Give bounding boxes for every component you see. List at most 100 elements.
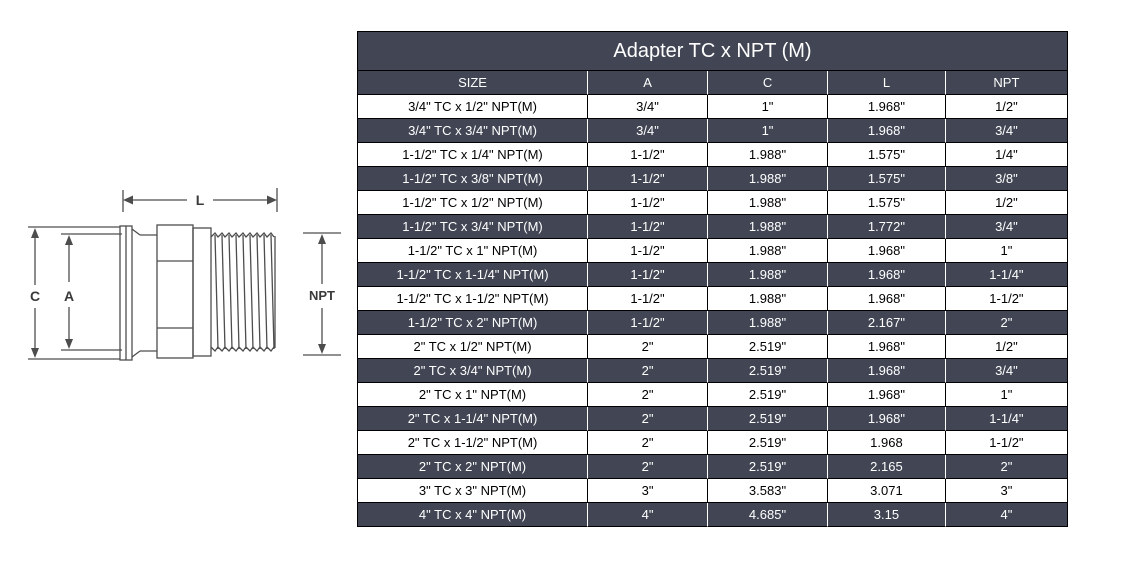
table-cell: 1.968" — [828, 239, 946, 263]
table-cell: 3.071 — [828, 479, 946, 503]
table-row: 1-1/2" TC x 2" NPT(M) 1-1/2" 1.988" 2.167" 2… — [358, 311, 1068, 335]
table-cell: 1-1/2" — [588, 263, 709, 287]
table-cell: 1-1/4" — [945, 407, 1068, 431]
table-cell: 2" — [588, 431, 709, 455]
table-cell: 1.988" — [708, 215, 828, 239]
dimension-L: L — [122, 188, 278, 212]
table-cell: 2" — [945, 455, 1068, 479]
table-cell: 3.15 — [828, 503, 946, 527]
table-cell: 2" — [588, 335, 709, 359]
dimension-NPT: NPT — [303, 232, 341, 356]
table-cell: 1-1/2" — [588, 215, 709, 239]
table-cell: 2" — [588, 407, 709, 431]
table-cell: 1.968" — [828, 407, 946, 431]
table-row: 2" TC x 1-1/2" NPT(M) 2" 2.519" 1.968 1-1/2" — [358, 431, 1068, 455]
table-cell: 3/4" TC x 3/4" NPT(M) — [358, 119, 589, 143]
dim-label-inner-dia: A — [64, 288, 74, 304]
table-cell: 2" TC x 2" NPT(M) — [358, 455, 589, 479]
table-cell: 1-1/2" — [588, 311, 709, 335]
table-cell: 2.167" — [828, 311, 946, 335]
dim-label-length: L — [196, 192, 205, 208]
table-cell: 2" TC x 1-1/2" NPT(M) — [358, 431, 589, 455]
fitting-outline — [119, 224, 212, 361]
table-cell: 1-1/2" TC x 1" NPT(M) — [358, 239, 589, 263]
table-cell: 2.519" — [708, 407, 828, 431]
table-cell: 1-1/2" TC x 3/8" NPT(M) — [358, 167, 589, 191]
table-cell: 1.988" — [708, 143, 828, 167]
table-cell: 3/4" — [945, 359, 1068, 383]
table-cell: 1.575" — [828, 143, 946, 167]
table-cell: 1.968" — [828, 287, 946, 311]
table-cell: 1.988" — [708, 311, 828, 335]
thread-section — [210, 232, 276, 352]
table-cell: 3/4" TC x 1/2" NPT(M) — [358, 95, 589, 119]
table-cell: 1.968" — [828, 95, 946, 119]
table-cell: 1-1/2" TC x 1-1/4" NPT(M) — [358, 263, 589, 287]
column-header: L — [828, 71, 946, 95]
table-cell: 3/4" — [945, 119, 1068, 143]
table-row: 1-1/2" TC x 1/2" NPT(M) 1-1/2" 1.988" 1.575… — [358, 191, 1068, 215]
table-cell: 1.772" — [828, 215, 946, 239]
spec-table: Adapter TC x NPT (M) SIZE A C L NPT 3/4" TC … — [357, 31, 1068, 527]
table-cell: 1.988" — [708, 191, 828, 215]
table-cell: 2.519" — [708, 431, 828, 455]
table-cell: 1-1/2" — [588, 287, 709, 311]
table-cell: 2.519" — [708, 359, 828, 383]
table-cell: 4" — [945, 503, 1068, 527]
header-row: SIZE A C L NPT — [358, 71, 1068, 95]
table-cell: 2" — [588, 455, 709, 479]
table-title: Adapter TC x NPT (M) — [358, 32, 1068, 71]
dim-label-thread: NPT — [309, 288, 335, 303]
table-row: 1-1/2" TC x 1-1/2" NPT(M) 1-1/2" 1.988" 1.9… — [358, 287, 1068, 311]
table-cell: 1-1/2" TC x 3/4" NPT(M) — [358, 215, 589, 239]
column-header: SIZE — [358, 71, 589, 95]
table-cell: 1.968" — [828, 335, 946, 359]
table-cell: 2" TC x 1" NPT(M) — [358, 383, 589, 407]
table-cell: 1.575" — [828, 167, 946, 191]
table-title-row: Adapter TC x NPT (M) — [358, 32, 1068, 71]
table-cell: 3/4" — [588, 95, 709, 119]
table-cell: 1" — [708, 95, 828, 119]
table-cell: 3.583" — [708, 479, 828, 503]
table-cell: 1-1/2" — [588, 239, 709, 263]
table-cell: 1-1/2" TC x 1/2" NPT(M) — [358, 191, 589, 215]
table-cell: 3" TC x 3" NPT(M) — [358, 479, 589, 503]
table-cell: 4" TC x 4" NPT(M) — [358, 503, 589, 527]
table-cell: 2" — [588, 359, 709, 383]
table-cell: 2.165 — [828, 455, 946, 479]
table-cell: 2.519" — [708, 383, 828, 407]
column-header: NPT — [945, 71, 1068, 95]
table-row: 2" TC x 2" NPT(M) 2" 2.519" 2.165 2" — [358, 455, 1068, 479]
dimension-C: C — [28, 226, 120, 360]
table-cell: 2.519" — [708, 455, 828, 479]
table-cell: 1.968" — [828, 359, 946, 383]
table-cell: 1/2" — [945, 191, 1068, 215]
table-cell: 1.988" — [708, 263, 828, 287]
table-cell: 1-1/2" — [945, 287, 1068, 311]
column-header: A — [588, 71, 709, 95]
table-row: 2" TC x 1/2" NPT(M) 2" 2.519" 1.968" 1/2" — [358, 335, 1068, 359]
table-cell: 1.968" — [828, 383, 946, 407]
fitting-diagram: L C A — [28, 188, 341, 361]
table-row: 1-1/2" TC x 1/4" NPT(M) 1-1/2" 1.988" 1.575… — [358, 143, 1068, 167]
table-cell: 1-1/2" — [588, 191, 709, 215]
table-cell: 2" TC x 1-1/4" NPT(M) — [358, 407, 589, 431]
table-cell: 1.968 — [828, 431, 946, 455]
table-cell: 1" — [945, 239, 1068, 263]
table-cell: 3" — [588, 479, 709, 503]
table-cell: 1-1/2" — [588, 167, 709, 191]
table-row: 1-1/2" TC x 3/8" NPT(M) 1-1/2" 1.988" 1.575… — [358, 167, 1068, 191]
table-cell: 2" TC x 1/2" NPT(M) — [358, 335, 589, 359]
table-cell: 1" — [708, 119, 828, 143]
table-cell: 3" — [945, 479, 1068, 503]
table-cell: 2.519" — [708, 335, 828, 359]
column-header: C — [708, 71, 828, 95]
table-row: 3/4" TC x 1/2" NPT(M) 3/4" 1" 1.968" 1/2" — [358, 95, 1068, 119]
table-cell: 1" — [945, 383, 1068, 407]
table-cell: 4" — [588, 503, 709, 527]
table-cell: 1-1/2" TC x 1-1/2" NPT(M) — [358, 287, 589, 311]
table-row: 1-1/2" TC x 1-1/4" NPT(M) 1-1/2" 1.988" 1.9… — [358, 263, 1068, 287]
table-cell: 2" — [945, 311, 1068, 335]
table-cell: 3/4" — [588, 119, 709, 143]
